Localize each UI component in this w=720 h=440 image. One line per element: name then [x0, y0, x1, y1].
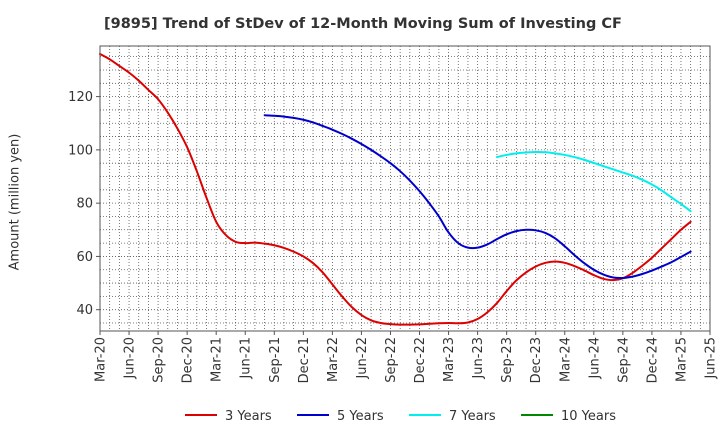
x-tick-label: Mar-25	[674, 337, 689, 382]
x-tick-label: Mar-22	[326, 337, 341, 382]
x-tick-label: Sep-20	[152, 337, 167, 383]
legend-label-3-years: 3 Years	[225, 409, 272, 424]
x-tick-label: Dec-23	[529, 337, 544, 383]
x-tick-label: Jun-22	[355, 337, 370, 380]
x-tick-label: Jun-21	[239, 337, 254, 380]
series-line-3-years	[99, 52, 692, 326]
y-tick-label: 100	[68, 143, 93, 158]
x-tick-label: Sep-23	[500, 337, 515, 383]
y-axis: 40 60 80 100 120	[68, 90, 100, 318]
series-line-7-years	[495, 150, 692, 213]
grid-layer	[99, 46, 711, 331]
series-line-5-years	[263, 114, 692, 280]
x-axis: Mar-20 Jun-20 Sep-20 Dec-20 Mar-21 Jun-21 Sep-…	[94, 331, 719, 383]
y-tick-label: 40	[76, 303, 93, 318]
y-tick-label: 80	[76, 197, 93, 212]
x-tick-label: Mar-23	[442, 337, 457, 382]
x-tick-label: Dec-20	[181, 337, 196, 383]
series-layer	[99, 52, 692, 326]
plot-frame	[99, 45, 711, 332]
x-tick-label: Sep-24	[616, 337, 631, 383]
x-tick-label: Dec-21	[297, 337, 312, 383]
y-tick-label: 120	[68, 90, 93, 105]
x-tick-label: Dec-24	[645, 337, 660, 383]
x-tick-label: Jun-23	[471, 337, 486, 380]
legend-label-5-years: 5 Years	[337, 409, 384, 424]
chart-title: [9895] Trend of StDev of 12-Month Moving…	[104, 16, 622, 32]
legend: 3 Years 5 Years 7 Years 10 Years	[185, 409, 616, 424]
x-tick-label: Mar-24	[558, 337, 573, 382]
x-tick-label: Dec-22	[413, 337, 428, 383]
x-tick-label: Sep-22	[384, 337, 399, 383]
legend-label-7-years: 7 Years	[449, 409, 496, 424]
x-tick-label: Sep-21	[268, 337, 283, 383]
x-tick-label: Mar-20	[94, 337, 109, 382]
y-tick-label: 60	[76, 250, 93, 265]
x-tick-label: Jun-25	[704, 337, 719, 380]
x-tick-label: Jun-24	[587, 337, 602, 380]
x-tick-label: Mar-21	[210, 337, 225, 382]
legend-label-10-years: 10 Years	[561, 409, 616, 424]
x-tick-label: Jun-20	[123, 337, 138, 380]
